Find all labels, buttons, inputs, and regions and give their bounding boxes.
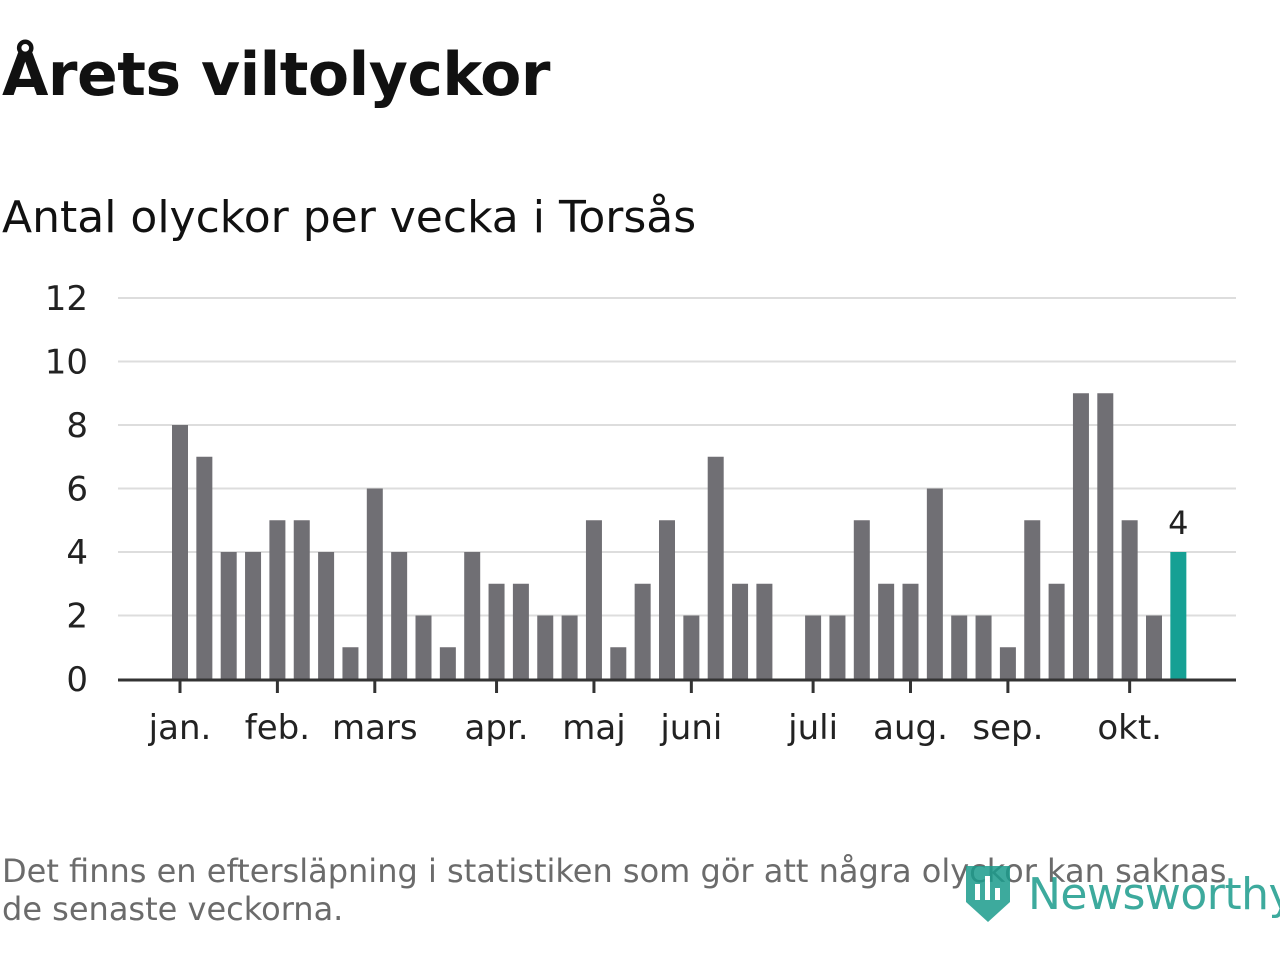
bar-highlight [1170, 552, 1187, 679]
bar [172, 425, 188, 679]
bar [196, 456, 213, 679]
bar [585, 520, 602, 679]
bar [659, 520, 675, 679]
x-tick-label: juni [659, 708, 722, 748]
bar [366, 488, 383, 679]
bar [683, 615, 700, 679]
y-tick-label: 12 [45, 279, 88, 319]
x-axis-month-labels: jan. feb. mars apr. maj juni juli aug. sep. okt. [148, 680, 1162, 748]
bar [756, 583, 773, 679]
bar [926, 488, 943, 679]
page-title: Årets viltolyckor [2, 40, 551, 110]
bar [245, 552, 262, 679]
logo-text: Newsworthy [1028, 868, 1280, 920]
bar [464, 552, 481, 679]
bar [853, 520, 870, 679]
bar [1072, 393, 1089, 679]
y-axis-tick-labels: 0 2 4 6 8 10 12 [45, 279, 88, 700]
bar [342, 647, 359, 679]
bar [634, 583, 651, 679]
newsworthy-logo: Newsworthy [962, 862, 1280, 926]
grid-lines [118, 297, 1236, 617]
footnote: Det finns en eftersläpning i statistiken… [2, 852, 1227, 928]
bar [878, 583, 895, 679]
bar [220, 552, 237, 679]
bars [172, 393, 1187, 679]
x-tick-label: apr. [465, 708, 529, 748]
bar [1024, 520, 1041, 679]
x-tick-label: jan. [148, 708, 212, 748]
bar [293, 520, 310, 679]
bar [488, 583, 505, 679]
bar [707, 456, 724, 679]
bar [415, 615, 432, 679]
weekly-accidents-bar-chart: 0 2 4 6 8 10 12 jan. feb. mars apr. maj juni juli aug… [45, 279, 1236, 748]
bar [537, 615, 554, 679]
y-tick-label: 8 [66, 406, 88, 446]
bar [1146, 615, 1162, 679]
x-tick-label: feb. [245, 708, 310, 748]
x-tick-label: okt. [1097, 708, 1162, 748]
bar [269, 520, 286, 679]
x-tick-label: maj [562, 708, 625, 748]
bar [975, 615, 992, 679]
bar [610, 647, 627, 679]
y-tick-label: 2 [66, 597, 88, 637]
x-tick-label: aug. [873, 708, 948, 748]
bar [561, 615, 578, 679]
bar [951, 615, 968, 679]
x-tick-label: sep. [972, 708, 1043, 748]
data-label-latest: 4 [1168, 504, 1188, 542]
bar [391, 552, 408, 679]
y-tick-label: 6 [66, 470, 88, 510]
y-tick-label: 4 [66, 533, 88, 573]
bar-chart-shield-icon [966, 866, 1010, 922]
data-labels: 4 [1168, 504, 1188, 542]
x-tick-label: juli [787, 708, 838, 748]
x-tick-label: mars [332, 708, 418, 748]
chart-subtitle: Antal olyckor per vecka i Torsås [2, 192, 697, 243]
bar [829, 615, 846, 679]
bar [999, 647, 1016, 679]
bar [512, 583, 529, 679]
bar [902, 583, 919, 679]
bar [1121, 520, 1138, 679]
bar [1097, 393, 1114, 679]
bar [318, 552, 335, 679]
y-tick-label: 0 [66, 660, 88, 700]
bar [732, 583, 749, 679]
bar [805, 615, 822, 679]
y-tick-label: 10 [45, 343, 88, 383]
bar [439, 647, 456, 679]
bar [1048, 583, 1065, 679]
